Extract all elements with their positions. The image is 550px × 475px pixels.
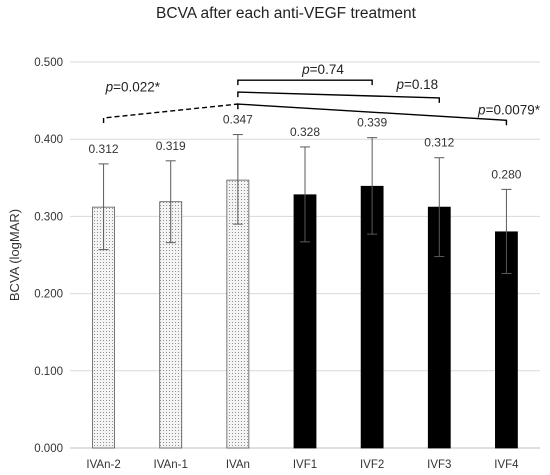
bars — [92, 179, 518, 449]
data-label: 0.347 — [223, 113, 253, 127]
data-label: 0.339 — [357, 116, 387, 130]
error-bars — [98, 134, 512, 275]
y-tick-label: 0.400 — [34, 134, 63, 146]
p-value-label: p=0.022* — [105, 79, 161, 94]
x-tick-label: IVF2 — [360, 459, 384, 471]
data-label: 0.312 — [424, 136, 454, 150]
data-labels: 0.312 0.319 0.347 0.328 0.339 0.312 0.280 — [89, 113, 522, 182]
x-tick-labels: IVAn-2 IVAn-1 IVAn IVF1 IVF2 IVF3 IVF4 — [86, 459, 519, 471]
x-tick-label: IVAn — [226, 459, 250, 471]
significance-annotations: p=0.022* p=0.74 p=0.18 p=0.0079* — [102, 62, 541, 126]
y-tick-labels: 0.000 0.100 0.200 0.300 0.400 0.500 — [34, 57, 63, 455]
comparison-line — [237, 91, 440, 103]
p-value-label: p=0.0079* — [477, 102, 541, 117]
comparison-line — [237, 79, 373, 86]
x-tick-label: IVF3 — [427, 459, 451, 471]
x-tick-label: IVAn-1 — [154, 459, 188, 471]
y-tick-label: 0.100 — [34, 366, 63, 378]
data-label: 0.319 — [156, 139, 186, 153]
data-label: 0.328 — [290, 125, 320, 139]
x-tick-label: IVF1 — [293, 459, 317, 471]
chart-title: BCVA after each anti-VEGF treatment — [156, 5, 417, 22]
y-axis-label: BCVA (logMAR) — [7, 209, 22, 301]
y-tick-label: 0.200 — [34, 289, 63, 301]
p-value-label: p=0.74 — [301, 62, 344, 77]
comparison-line — [237, 103, 508, 126]
x-tick-label: IVAn-2 — [86, 459, 120, 471]
data-label: 0.280 — [491, 167, 521, 181]
y-tick-label: 0.300 — [34, 211, 63, 223]
y-tick-label: 0.500 — [34, 57, 63, 69]
x-tick-label: IVF4 — [494, 459, 519, 471]
dashed-comparison-line — [102, 103, 239, 123]
data-label: 0.312 — [89, 142, 119, 156]
p-value-label: p=0.18 — [395, 77, 438, 92]
y-tick-label: 0.000 — [34, 443, 63, 455]
